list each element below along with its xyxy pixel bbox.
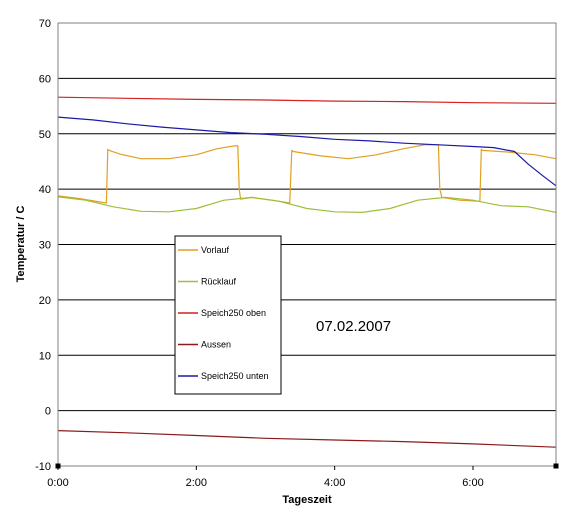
y-tick-label: 60	[39, 73, 51, 85]
axis-end-marker	[55, 463, 61, 469]
series-line-speich250-unten	[57, 116, 557, 187]
y-axis-title: Temperatur / C	[15, 206, 27, 283]
legend-label: Aussen	[201, 340, 231, 350]
y-tick-label: 40	[39, 184, 51, 196]
x-tick-label: 0:00	[47, 477, 68, 489]
legend-box	[174, 235, 282, 395]
y-tick-label: 30	[39, 240, 51, 252]
y-tick-label: 50	[39, 129, 51, 141]
plot-area-frame	[57, 22, 557, 467]
series-line-speich250-oben	[57, 96, 557, 104]
y-tick-label: 10	[39, 350, 51, 362]
grid-lines	[58, 22, 556, 467]
series-line-r-cklauf	[57, 196, 557, 213]
date-annotation: 07.02.2007	[316, 318, 391, 335]
y-tick-label: -10	[35, 461, 51, 473]
series-lines	[57, 96, 557, 448]
axis-end-marker	[553, 463, 559, 469]
y-tick-label: 20	[39, 295, 51, 307]
legend-label: Rücklauf	[201, 277, 237, 287]
x-tick-label: 6:00	[462, 477, 483, 489]
x-axis-title: Tageszeit	[282, 494, 332, 506]
series-line-aussen	[57, 430, 557, 448]
series-line-vorlauf	[57, 144, 557, 204]
x-axis-tick-labels: 0:00 2:00 4:00 6:00	[47, 463, 559, 489]
legend-label: Speich250 oben	[201, 308, 266, 318]
legend-label: Speich250 unten	[201, 371, 269, 381]
y-tick-label: 70	[39, 18, 51, 30]
x-tick-label: 2:00	[186, 477, 207, 489]
y-axis-tick-labels: -10 0 10 20 30 40 50 60 70	[35, 18, 51, 473]
legend: Vorlauf Rücklauf Speich250 oben Aussen Speic…	[174, 235, 282, 395]
legend-label: Vorlauf	[201, 245, 230, 255]
x-tick-label: 4:00	[324, 477, 345, 489]
y-tick-label: 0	[45, 406, 51, 418]
